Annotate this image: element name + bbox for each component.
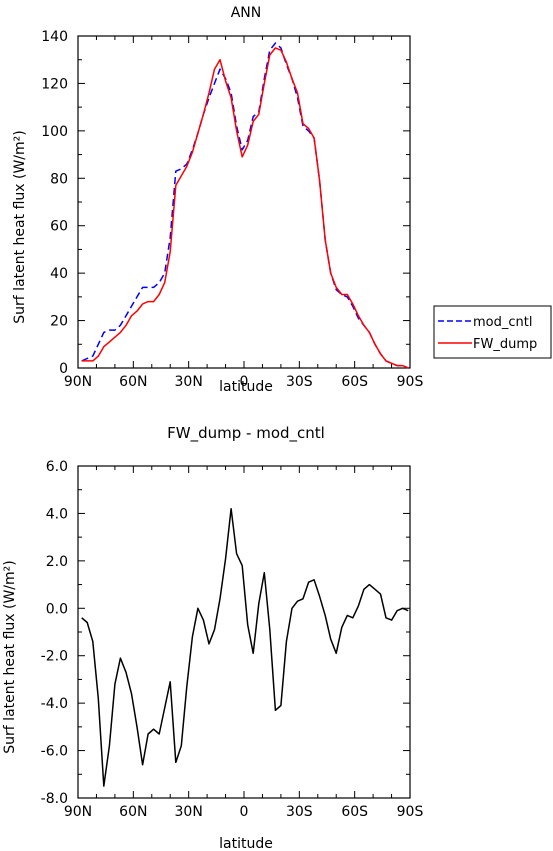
bottom-x-tick-label: 60S — [341, 804, 368, 820]
bottom-x-tick-label: 30N — [175, 804, 203, 820]
bottom-x-tick-label: 90N — [64, 804, 92, 820]
bottom-y-tick-label: -6.0 — [41, 744, 68, 760]
top-axis-ticks: 90N 60N 30N 0 30S 60S 90S 0 20 40 60 80 100 120 140 — [41, 29, 423, 390]
top-x-tick-label: 0 — [240, 374, 249, 390]
top-series-line-mod-cntl — [81, 42, 409, 369]
top-x-axis-label: latitude — [219, 379, 273, 395]
legend-label-fw-dump: FW_dump — [473, 337, 537, 352]
top-y-tick-label: 0 — [59, 361, 68, 377]
top-y-tick-label: 40 — [50, 266, 68, 282]
top-y-tick-label: 20 — [50, 314, 68, 330]
bottom-x-tick-label: 60N — [119, 804, 147, 820]
top-x-tick-label: 30S — [286, 374, 313, 390]
bottom-x-axis-label: latitude — [219, 836, 273, 851]
legend: mod_cntl FW_dump — [433, 305, 552, 359]
top-chart-title: ANN — [231, 5, 262, 21]
top-x-tick-label: 60N — [119, 374, 147, 390]
top-series-line-fw-dump — [81, 47, 409, 369]
top-panel: ANN 90N 60N 30N 0 30S 60S 90S 0 20 40 60 80 100 120 14… — [12, 5, 423, 395]
bottom-x-tick-label: 0 — [240, 804, 249, 820]
bottom-series-lines — [81, 507, 409, 787]
bottom-x-tick-label: 90S — [397, 804, 424, 820]
bottom-y-tick-label: 6.0 — [46, 459, 68, 475]
top-y-tick-label: 60 — [50, 219, 68, 235]
top-x-tick-label: 30N — [175, 374, 203, 390]
bottom-y-axis-label: Surf latent heat flux (W/m²) — [2, 560, 18, 753]
top-series-lines — [81, 42, 409, 369]
bottom-axis-ticks: 90N 60N 30N 0 30S 60S 90S -8.0 -6.0 -4.0 -2.0 0.0 2.… — [41, 459, 424, 820]
bottom-plot-frame — [77, 465, 411, 799]
legend-box — [433, 305, 552, 359]
top-y-tick-label: 80 — [50, 171, 68, 187]
bottom-y-tick-label: 4.0 — [46, 506, 68, 522]
top-y-axis-label: Surf latent heat flux (W/m²) — [12, 130, 28, 323]
legend-label-mod-cntl: mod_cntl — [473, 315, 532, 330]
bottom-chart-title: FW_dump - mod_cntl — [167, 424, 325, 443]
bottom-series-line-difference — [81, 507, 409, 787]
bottom-y-tick-label: -8.0 — [41, 791, 68, 807]
bottom-y-tick-label: -2.0 — [41, 649, 68, 665]
top-y-tick-label: 100 — [41, 124, 68, 140]
bottom-y-tick-label: -4.0 — [41, 696, 68, 712]
top-y-tick-label: 140 — [41, 29, 68, 45]
top-x-tick-label: 60S — [341, 374, 368, 390]
bottom-y-tick-label: 0.0 — [46, 601, 68, 617]
bottom-panel: FW_dump - mod_cntl 90N 60N 30N 0 30S 60S 90S -8… — [2, 424, 423, 851]
top-x-tick-label: 90S — [397, 374, 424, 390]
top-y-tick-label: 120 — [41, 76, 68, 92]
bottom-x-tick-label: 30S — [286, 804, 313, 820]
top-x-tick-label: 90N — [64, 374, 92, 390]
bottom-y-tick-label: 2.0 — [46, 554, 68, 570]
